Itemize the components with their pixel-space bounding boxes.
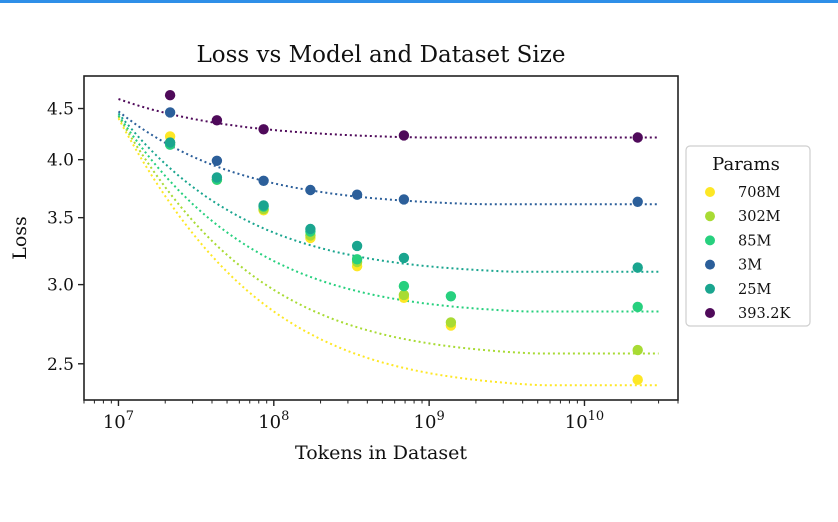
- fit-curve-85m: [117, 114, 659, 313]
- legend-label-708m: 708M: [738, 185, 781, 201]
- x-axis-label: Tokens in Dataset: [295, 442, 467, 464]
- legend-box: [685, 145, 811, 327]
- legend-label-85m: 85M: [738, 233, 771, 249]
- data-point-302m: [445, 317, 457, 328]
- data-point-25m: [211, 172, 223, 183]
- data-point-393-2k: [258, 124, 269, 135]
- top-accent-bar: [0, 0, 838, 3]
- y-tick-label: 3.0: [47, 276, 74, 296]
- x-tick-label: 108: [258, 409, 289, 433]
- fit-curve-393-2k: [118, 98, 659, 139]
- legend-label-302m: 302M: [738, 209, 781, 225]
- data-point-25m: [398, 252, 410, 264]
- data-point-3m: [211, 155, 223, 166]
- data-point-302m: [398, 289, 410, 301]
- fit-curve-3m: [117, 110, 659, 206]
- data-point-393-2k: [398, 130, 410, 141]
- data-point-85m: [632, 301, 643, 313]
- fit-curve-302m: [117, 115, 659, 355]
- data-point-25m: [632, 262, 643, 273]
- data-point-25m: [305, 223, 316, 235]
- legend-title: Params: [712, 154, 780, 175]
- legend-label-25m: 25M: [738, 282, 771, 298]
- data-point-3m: [632, 196, 643, 207]
- data-point-393-2k: [164, 90, 176, 101]
- data-point-3m: [305, 184, 316, 196]
- data-point-393-2k: [211, 115, 223, 126]
- chart-title: Loss vs Model and Dataset Size: [196, 42, 565, 68]
- legend-marker-708m: [705, 187, 715, 197]
- data-point-25m: [164, 137, 176, 148]
- data-point-3m: [258, 175, 269, 186]
- data-point-708m: [632, 374, 643, 385]
- y-tick-label: 3.5: [47, 209, 74, 229]
- data-point-25m: [258, 200, 269, 211]
- data-point-302m: [632, 344, 643, 356]
- x-tick-label: 107: [103, 409, 134, 433]
- legend-label-393-2k: 393.2K: [738, 306, 792, 322]
- x-tick-label: 1010: [565, 409, 604, 433]
- legend-marker-25m: [705, 283, 715, 294]
- legend-marker-85m: [705, 235, 715, 246]
- fit-curve-25m: [117, 112, 659, 273]
- x-tick-label: 109: [414, 409, 445, 433]
- y-axis-label: Loss: [9, 216, 31, 260]
- data-point-25m: [351, 240, 363, 252]
- data-point-3m: [164, 107, 176, 118]
- legend-marker-302m: [705, 211, 715, 222]
- legend-marker-3m: [705, 259, 715, 270]
- data-point-85m: [445, 291, 457, 302]
- legend-label-3m: 3M: [738, 258, 762, 274]
- data-point-393-2k: [632, 132, 643, 143]
- y-tick-label: 4.0: [47, 151, 74, 171]
- y-tick-label: 4.5: [47, 100, 74, 120]
- data-point-85m: [398, 280, 410, 292]
- data-point-3m: [351, 189, 363, 200]
- fit-curve-708m: [117, 117, 659, 387]
- legend-marker-393-2k: [705, 308, 715, 318]
- y-tick-label: 2.5: [47, 355, 74, 375]
- data-point-3m: [398, 194, 410, 205]
- plot-frame: [83, 75, 679, 401]
- data-point-85m: [351, 254, 363, 265]
